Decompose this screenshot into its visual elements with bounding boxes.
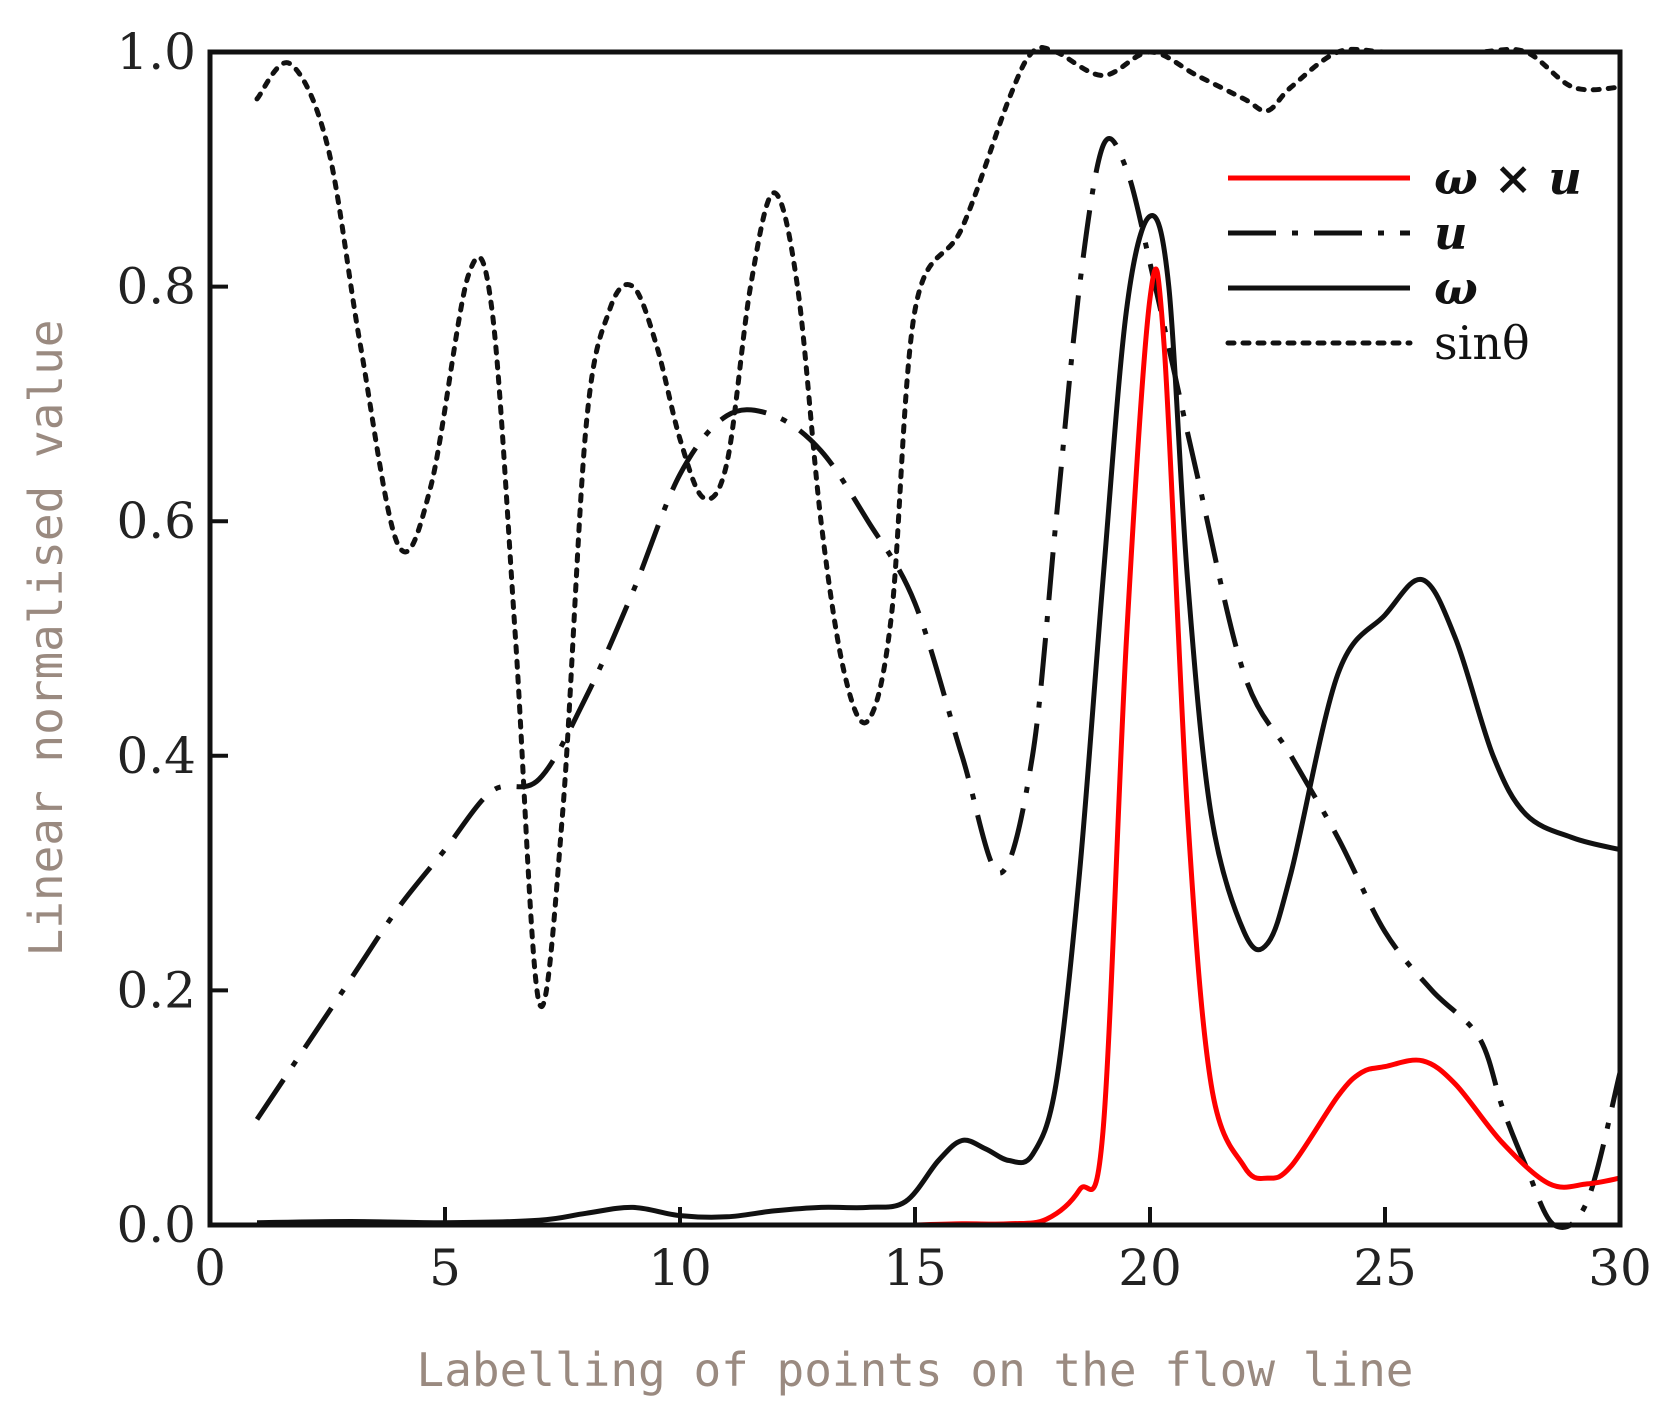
legend-label: u — [1434, 206, 1467, 260]
x-axis: 0 5 10 15 20 25 30 — [194, 1207, 1652, 1297]
x-tick-label: 30 — [1588, 1239, 1652, 1297]
y-tick-label: 0.0 — [116, 1196, 196, 1254]
series-line-omega-times-u — [914, 266, 1621, 1228]
legend-label: ω × u — [1434, 151, 1582, 205]
y-tick-label: 0.4 — [116, 727, 196, 785]
legend-label: ω — [1434, 261, 1478, 315]
y-axis: 0.0 0.2 0.4 0.6 0.8 1.0 — [116, 23, 228, 1254]
series-layer — [254, 45, 1623, 1230]
x-tick-label: 25 — [1353, 1239, 1417, 1297]
x-tick-label: 20 — [1118, 1239, 1182, 1297]
x-tick-label: 15 — [883, 1239, 947, 1297]
x-tick-label: 5 — [429, 1239, 461, 1297]
series-line-omega — [256, 213, 1621, 1226]
y-tick-label: 1.0 — [116, 23, 196, 81]
y-tick-label: 0.6 — [116, 492, 196, 550]
x-tick-label: 10 — [648, 1239, 712, 1297]
x-tick-label: 0 — [194, 1239, 226, 1297]
y-tick-label: 0.8 — [116, 258, 196, 316]
y-axis-title: Linear normalised value — [19, 320, 73, 957]
y-tick-label: 0.2 — [116, 961, 196, 1019]
series-line-u — [254, 136, 1623, 1230]
series-line-sin-theta — [254, 45, 1623, 1009]
x-axis-title: Labelling of points on the flow line — [417, 1343, 1414, 1397]
legend-label: sinθ — [1434, 316, 1530, 370]
